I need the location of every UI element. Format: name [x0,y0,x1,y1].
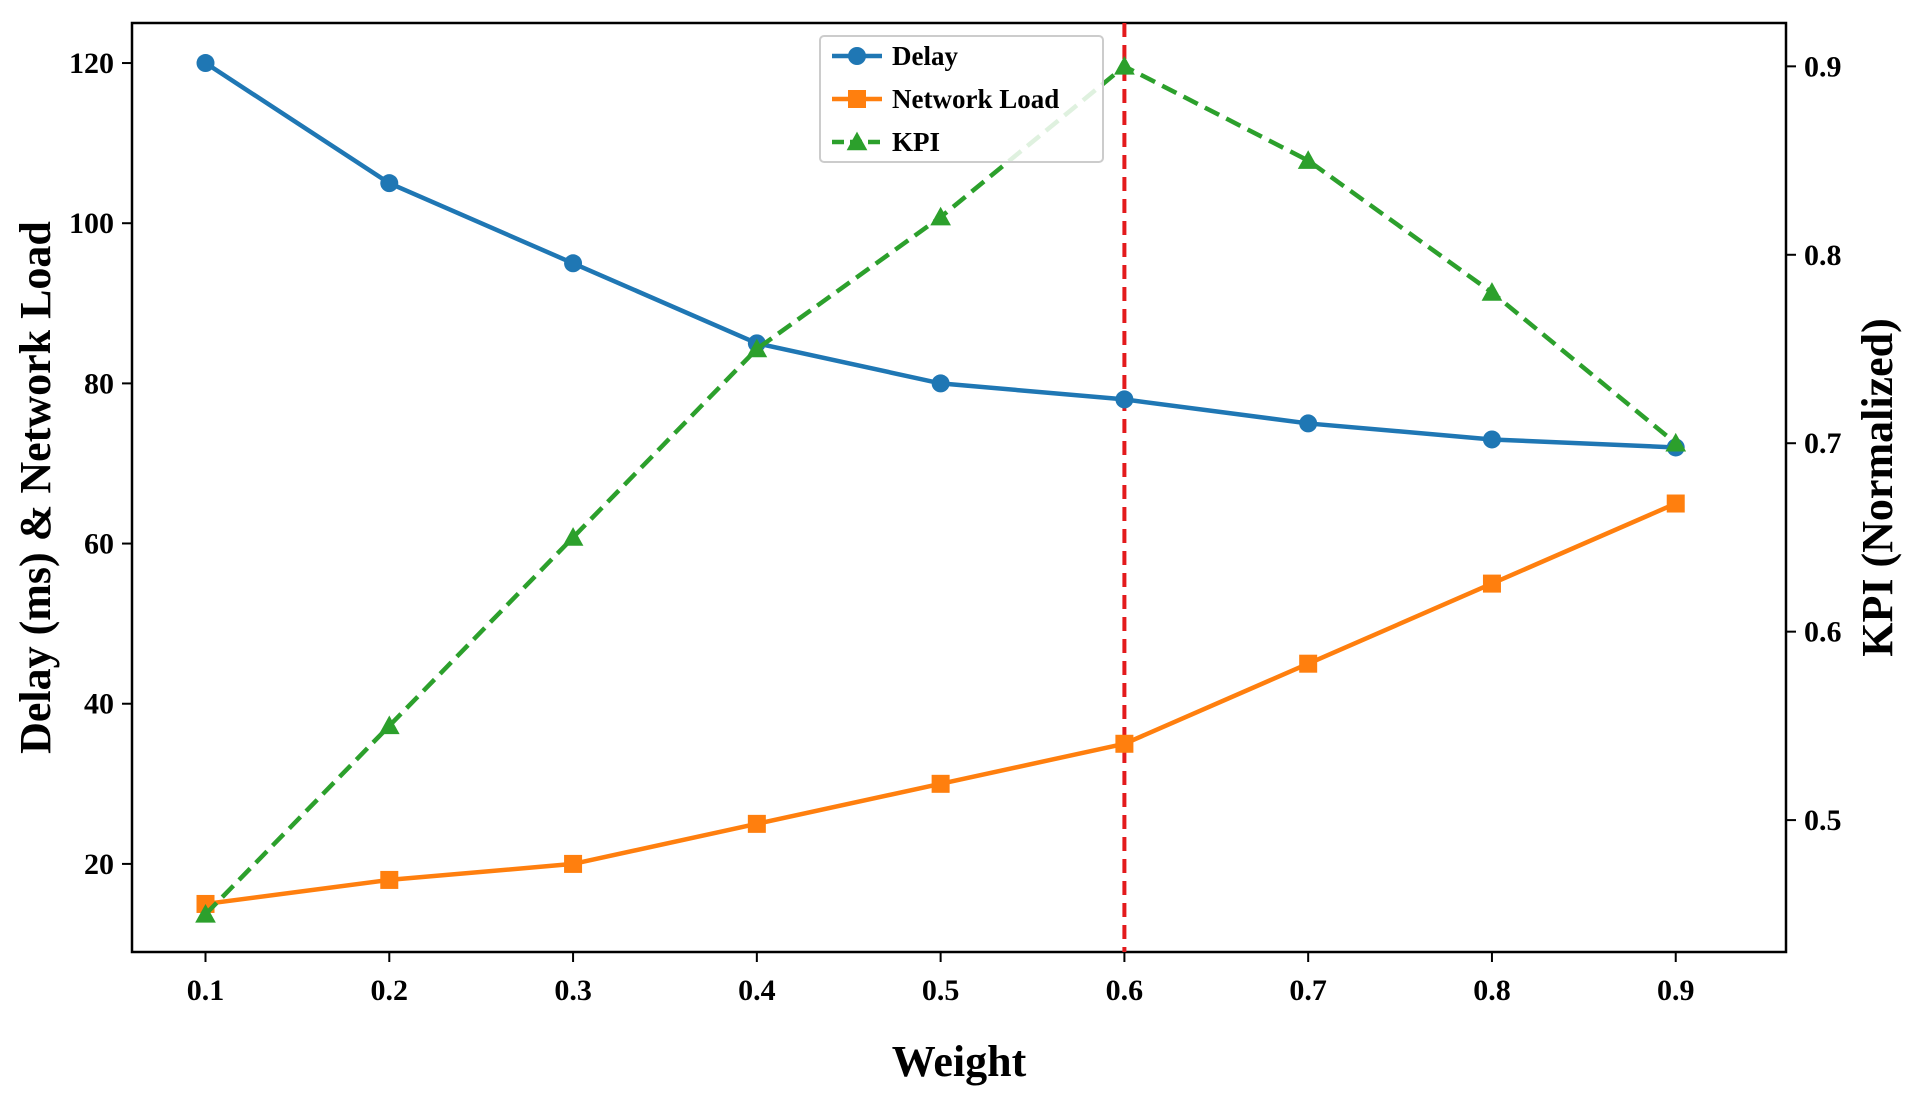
series-network-load [196,494,1685,913]
x-tick-label: 0.1 [187,974,225,1007]
y-right-tick-label: 0.5 [1804,804,1842,837]
y-left-tick-label: 100 [69,207,114,240]
delay-point [380,174,399,193]
legend-box [819,35,1104,163]
delay-point [1482,430,1501,449]
kpi-point [195,903,216,923]
y-right-tick-label: 0.6 [1804,616,1842,649]
legend-marker [848,90,866,108]
x-tick-label: 0.4 [738,974,776,1007]
x-tick-label: 0.2 [371,974,409,1007]
x-tick-label: 0.6 [1106,974,1144,1007]
plot-frame [130,21,1788,954]
legend-label: Network Load [892,84,1059,114]
network-load-point [1299,654,1318,673]
y-right-tick-label: 0.8 [1804,239,1842,272]
network-load-point [1482,574,1501,593]
y-left-tick-label: 60 [84,528,114,561]
kpi-point [930,206,951,226]
series-delay [196,54,1685,457]
legend-item-delay: Delay [832,41,958,71]
y-left-tick-label: 120 [69,47,114,80]
legend-label: Delay [892,41,958,71]
network-load-point [564,854,583,873]
legend-item-kpi: KPI [832,127,940,157]
plot-area [130,21,1788,954]
y-right-tick-label: 0.7 [1804,427,1842,460]
x-tick-label: 0.8 [1473,974,1511,1007]
delay-point [564,254,583,273]
series-layer [195,23,1687,952]
y-left-tick-label: 80 [84,367,114,400]
kpi-point [746,338,768,358]
kpi-point [1665,432,1687,452]
kpi-point [1481,282,1503,301]
y-left-tick-label: 40 [84,688,114,721]
y-axis-right: 0.5 0.6 0.7 0.8 0.9 [1786,50,1842,837]
kpi-point [562,527,584,546]
x-tick-label: 0.5 [922,974,960,1007]
network-load-point [747,814,766,833]
network-load-line [205,501,1677,907]
x-tick-label: 0.3 [554,974,592,1007]
network-load-point [1666,494,1685,513]
y-axis-right-title: KPI (Normalized) [1853,318,1902,656]
network-load-point [931,774,950,793]
x-axis-title: Weight [892,1037,1027,1086]
delay-point [1115,390,1134,409]
series-kpi [195,55,1687,923]
legend-marker [848,47,866,65]
network-load-point [1115,734,1134,753]
x-tick-label: 0.9 [1657,974,1695,1007]
y-axis-left-title: Delay (ms) & Network Load [11,221,60,754]
network-load-point [380,870,399,889]
y-left-tick-label: 20 [84,848,114,881]
delay-point [931,374,950,393]
delay-point [196,54,215,73]
legend-item-network-load: Network Load [832,84,1059,114]
kpi-point [378,715,400,735]
legend-marker [846,131,868,151]
kpi-point [1297,150,1319,169]
y-right-tick-label: 0.9 [1804,50,1842,83]
y-axis-left: 20 40 60 80 100 120 [69,47,132,881]
delay-point [1299,414,1318,433]
kpi-point [1114,55,1135,75]
legend: Delay Network Load KPI [819,35,1104,163]
legend-label: KPI [892,127,940,157]
x-tick-label: 0.7 [1289,974,1327,1007]
x-axis: 0.1 0.2 0.3 0.4 0.5 0.6 0.7 0.8 0.9 [187,952,1695,1007]
